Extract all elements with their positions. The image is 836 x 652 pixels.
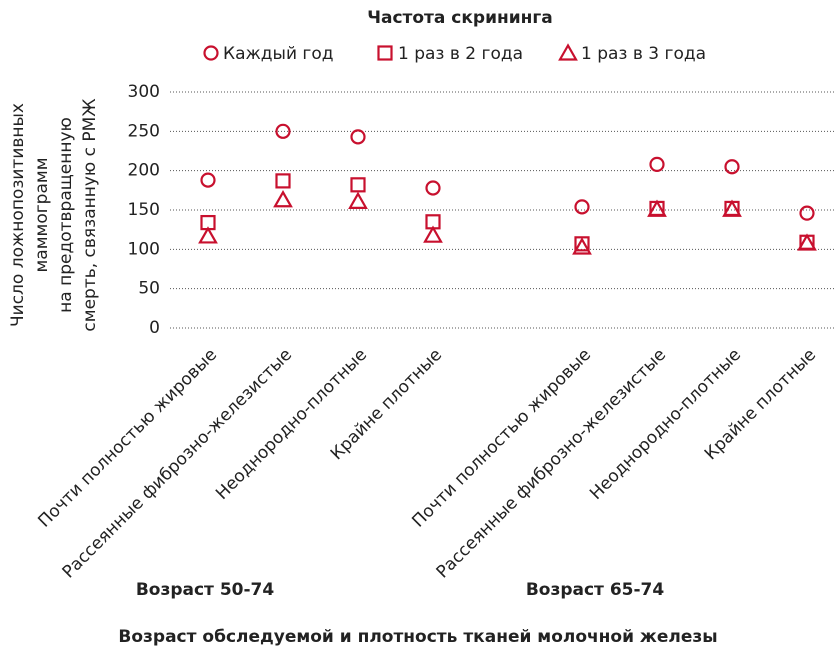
y-tick-label: 200 <box>128 161 160 181</box>
group-label: Возраст 50-74 <box>136 580 275 600</box>
point <box>273 190 293 208</box>
legend-label: 1 раз в 2 года <box>398 44 523 64</box>
legend-marker <box>558 43 578 61</box>
point <box>348 191 368 209</box>
y-tick-label: 300 <box>128 82 160 102</box>
y-axis-title: Число ложнопозитивных <box>8 103 28 327</box>
point <box>198 226 218 244</box>
point <box>200 172 216 188</box>
point <box>572 237 592 255</box>
point <box>649 156 665 172</box>
y-tick-label: 150 <box>128 200 160 220</box>
point <box>275 123 291 139</box>
y-axis-title: на предотвращенную <box>56 117 76 313</box>
y-tick-label: 50 <box>138 279 160 299</box>
point <box>275 173 291 189</box>
point <box>574 199 590 215</box>
x-tick-label: Неоднородно-плотные <box>212 345 371 504</box>
legend-label: Каждый год <box>223 44 334 64</box>
point <box>647 199 667 217</box>
legend-title: Частота скрининга <box>367 8 553 28</box>
y-axis-title: смерть, связанную с РМЖ <box>80 98 100 331</box>
point <box>799 205 815 221</box>
point <box>423 225 443 243</box>
y-tick-label: 100 <box>128 239 160 259</box>
point <box>724 159 740 175</box>
point <box>797 233 817 251</box>
x-axis-title: Возраст обследуемой и плотность тканей м… <box>118 627 717 647</box>
legend-label: 1 раз в 3 года <box>581 44 706 64</box>
legend-marker <box>203 45 219 61</box>
group-label: Возраст 65-74 <box>526 580 665 600</box>
y-axis-title: маммограмм <box>32 157 52 272</box>
point <box>350 129 366 145</box>
x-tick-label: Неоднородно-плотные <box>586 345 745 504</box>
point <box>722 199 742 217</box>
y-tick-label: 0 <box>149 318 160 338</box>
point <box>425 180 441 196</box>
legend-marker <box>377 45 393 61</box>
y-tick-label: 250 <box>128 121 160 141</box>
point <box>350 177 366 193</box>
